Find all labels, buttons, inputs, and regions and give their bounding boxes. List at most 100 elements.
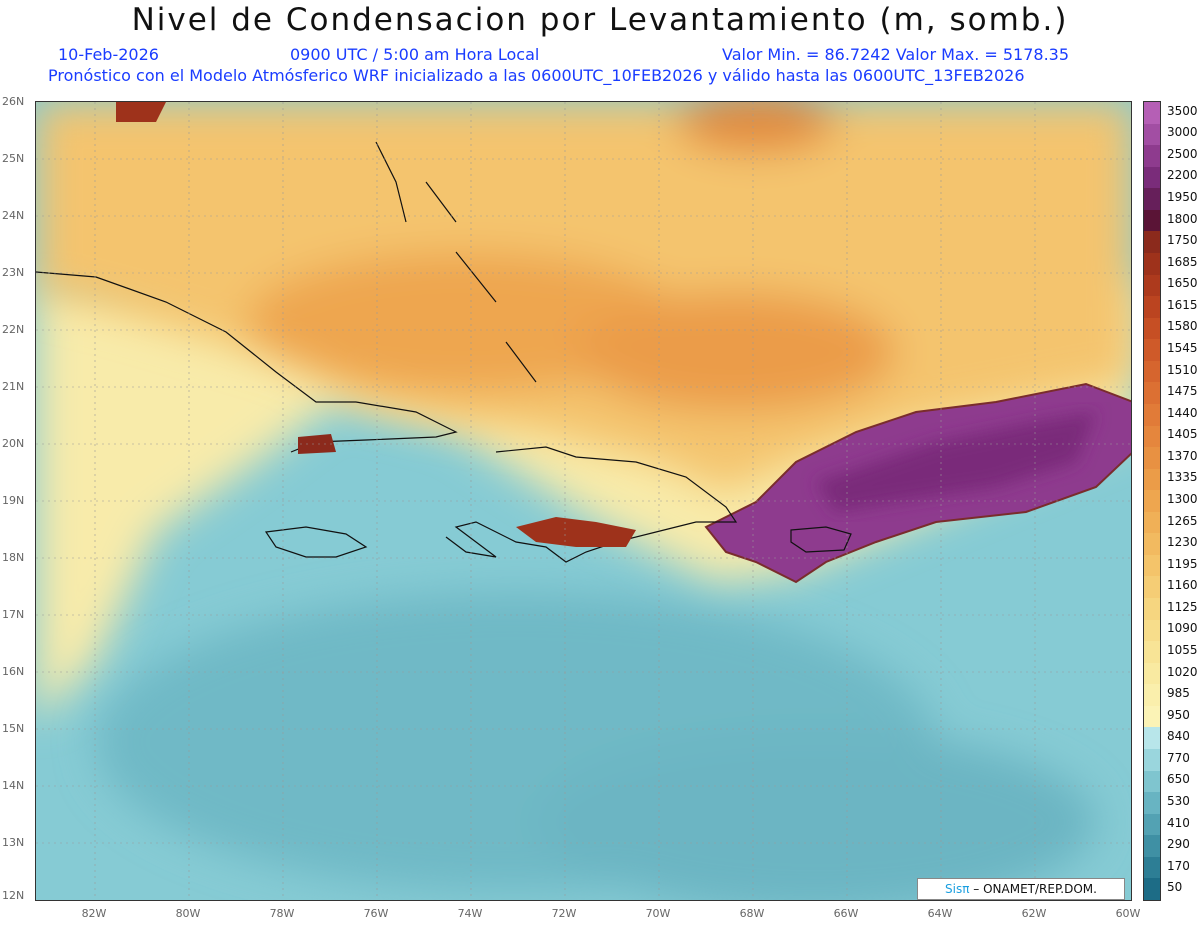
color-scale-label: 1195 [1167,556,1198,571]
lon-label: 74W [457,907,483,920]
lon-label: 64W [927,907,953,920]
color-scale-label: 1265 [1167,513,1198,528]
color-scale-cell [1144,554,1160,577]
color-scale-cell [1144,792,1160,815]
color-scale-cell [1144,468,1160,491]
lat-label: 13N [2,836,25,849]
color-scale-label: 530 [1167,793,1190,808]
map-title: Nivel de Condensacion por Levantamiento … [131,2,1069,38]
color-scale-label: 1020 [1167,664,1198,679]
lat-label: 20N [2,437,25,450]
map-field [36,102,1131,900]
color-scale-label: 950 [1167,707,1190,722]
lat-label: 18N [2,551,25,564]
color-scale-cell [1144,619,1160,642]
credit-brand: Sisπ [945,882,970,896]
color-scale-cell [1144,296,1160,319]
color-scale-cell [1144,576,1160,599]
color-scale-cell [1144,274,1160,297]
lon-label: 68W [739,907,765,920]
color-scale-cell [1144,749,1160,772]
color-scale-cell [1144,231,1160,254]
color-scale-label: 1750 [1167,233,1198,248]
lat-label: 21N [2,380,25,393]
color-scale-label: 770 [1167,750,1190,765]
color-scale-label: 1475 [1167,384,1198,399]
lon-label: 62W [1021,907,1047,920]
color-scale-cell [1144,533,1160,556]
color-scale-cell [1144,166,1160,189]
color-scale-label: 170 [1167,858,1190,873]
color-scale-cell [1144,447,1160,470]
color-scale-cell [1144,641,1160,664]
lon-label: 72W [551,907,577,920]
color-scale-label: 1160 [1167,578,1198,593]
color-scale-label: 1335 [1167,470,1198,485]
color-scale-cell [1144,770,1160,793]
color-scale-bar [1143,101,1161,901]
color-scale-cell [1144,705,1160,728]
color-scale-cell [1144,145,1160,168]
lat-label: 23N [2,266,25,279]
lon-label: 76W [363,907,389,920]
lat-label: 22N [2,323,25,336]
color-scale-label: 650 [1167,772,1190,787]
color-scale-label: 1510 [1167,362,1198,377]
lat-label: 19N [2,494,25,507]
color-scale-label: 1125 [1167,599,1198,614]
color-scale-label: 1650 [1167,276,1198,291]
color-scale-label: 1440 [1167,405,1198,420]
color-scale-cell [1144,403,1160,426]
color-scale-label: 985 [1167,686,1190,701]
color-scale-label: 1950 [1167,190,1198,205]
color-scale-cell [1144,123,1160,146]
lon-label: 66W [833,907,859,920]
color-scale-label: 840 [1167,729,1190,744]
color-scale-label: 1405 [1167,427,1198,442]
lon-label: 70W [645,907,671,920]
color-scale-cell [1144,360,1160,383]
credit-text: – ONAMET/REP.DOM. [969,882,1097,896]
color-scale-cell [1144,339,1160,362]
color-scale-label: 2200 [1167,168,1198,183]
local-patches [116,102,636,547]
color-scale-cell [1144,490,1160,513]
forecast-date: 10-Feb-2026 [58,45,159,64]
color-scale-cell [1144,317,1160,340]
color-scale-label: 1685 [1167,254,1198,269]
color-scale-label: 1580 [1167,319,1198,334]
color-scale-cell [1144,188,1160,211]
purple-plume [704,382,1131,584]
lat-label: 24N [2,209,25,222]
color-scale-cell [1144,856,1160,879]
min-max-values: Valor Min. = 86.7242 Valor Max. = 5178.3… [722,45,1070,64]
color-scale-label: 1800 [1167,211,1198,226]
color-scale-label: 3000 [1167,125,1198,140]
color-scale-label: 1545 [1167,341,1198,356]
color-scale-cell [1144,878,1160,901]
color-scale-label: 1615 [1167,297,1198,312]
low-lcl-region [96,592,1096,900]
color-scale-label: 2500 [1167,146,1198,161]
lat-label: 16N [2,665,25,678]
color-scale-label: 50 [1167,880,1183,895]
color-scale-label: 1055 [1167,642,1198,657]
lon-label: 82W [81,907,107,920]
color-scale-label: 410 [1167,815,1190,830]
color-scale-cell [1144,684,1160,707]
color-scale-label: 1300 [1167,492,1198,506]
color-scale-label: 1090 [1167,621,1198,636]
color-scale-label: 1370 [1167,448,1198,463]
color-scale-cell [1144,102,1160,125]
lon-label: 80W [175,907,201,920]
lat-label: 26N [2,95,25,108]
color-scale-label: 290 [1167,837,1190,852]
color-scale-cell [1144,835,1160,858]
color-scale-cell [1144,813,1160,836]
color-scale-cell [1144,727,1160,750]
graticule [36,102,1131,900]
color-scale-cell [1144,511,1160,534]
lat-label: 12N [2,889,25,902]
color-scale-cell [1144,425,1160,448]
forecast-map [35,101,1132,901]
